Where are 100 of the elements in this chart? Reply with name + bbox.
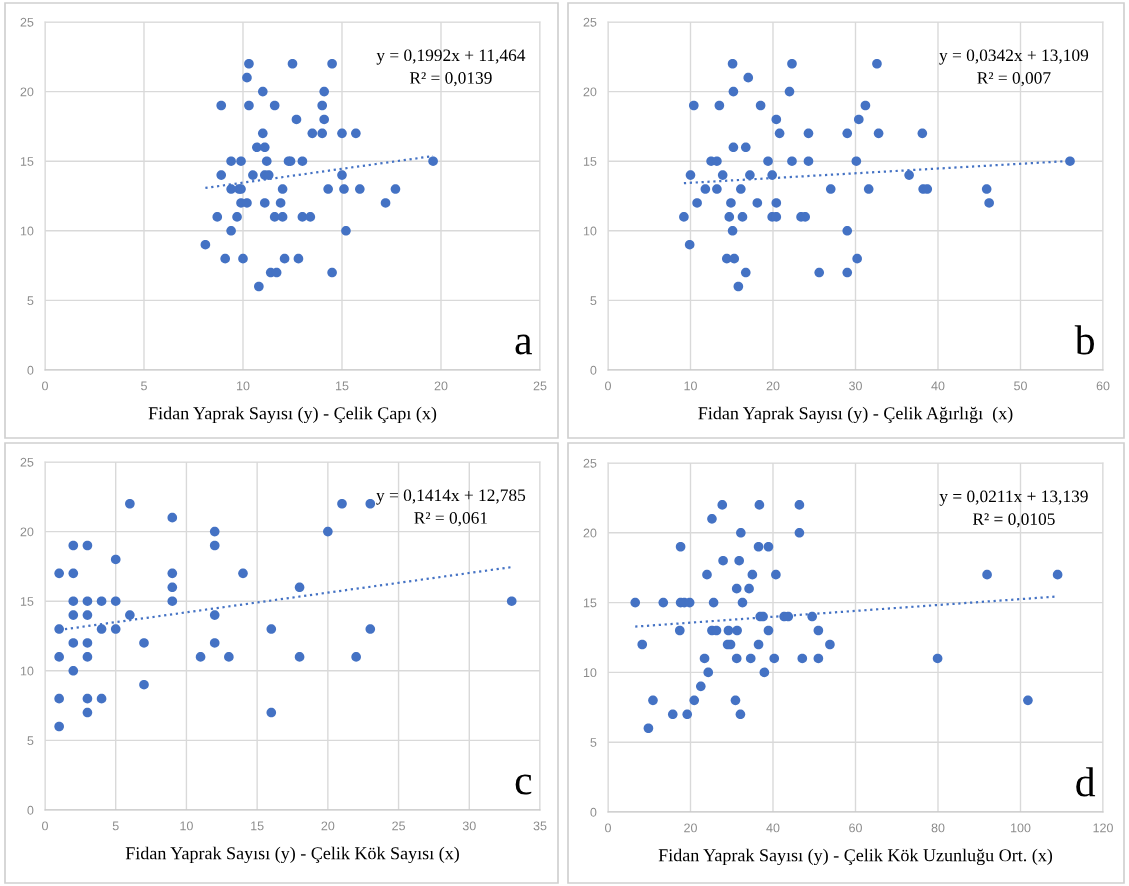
point [675,541,686,552]
y-tick-label: 25 [20,457,34,467]
x-tick-label: 0 [42,821,48,831]
point [125,610,135,620]
point [718,555,728,566]
point [294,582,305,593]
point [637,639,648,650]
x-tick-label: 20 [684,823,697,833]
y-tick-label: 25 [583,17,597,27]
point [708,597,719,608]
x-axis-title: Fidan Yaprak Sayısı (y) - Çelik Çapı (x) [148,406,437,424]
x-tick-label: 20 [321,821,335,831]
point [744,583,754,594]
point [110,624,121,634]
point [745,653,756,664]
annotation: y = 0,1992x + 11,464 [376,49,526,65]
point [753,541,764,552]
point [807,611,817,622]
x-tick-label: 25 [392,821,405,831]
point [735,709,746,720]
x-tick-label: 0 [42,381,48,391]
point [658,597,669,608]
x-tick-label: 30 [462,821,476,831]
y-tick-label: 15 [583,598,597,608]
point [54,652,64,662]
point [737,597,748,608]
annotation: a [515,334,532,355]
point [167,582,178,593]
point [365,498,376,509]
point [337,498,347,509]
point [82,693,93,704]
point [763,625,774,636]
x-tick-label: 10 [180,821,193,831]
x-tick-label: 0 [605,381,611,391]
x-tick-label: 10 [684,381,697,391]
y-tick-label: 20 [20,87,34,97]
point [1023,695,1033,706]
y-tick-label: 5 [27,736,34,746]
point [689,695,700,706]
point [209,540,220,551]
x-tick-label: 40 [931,381,945,391]
point [167,568,178,579]
y-tick-label: 10 [20,226,34,236]
point [365,624,376,634]
point [506,596,517,607]
point [707,514,717,524]
point [54,568,64,579]
x-tick-label: 120 [1093,823,1113,833]
y-tick-label: 0 [27,805,34,815]
y-tick-label: 15 [20,597,34,606]
point [730,695,741,706]
point [703,667,714,678]
annotation: y = 0,0211x + 13,139 [939,490,1088,506]
point [731,583,742,594]
annotation: y = 0,1414x + 12,785 [376,489,526,505]
y-tick-label: 10 [583,226,597,236]
x-tick-label: 60 [849,823,862,833]
x-tick-label: 60 [1096,381,1110,391]
point [54,624,64,634]
x-axis-title: Fidan Yaprak Sayısı (y) - Çelik Kök Uzunluğu Ort. (x) [658,848,1053,866]
point [699,653,710,664]
point [932,653,943,664]
point [110,596,121,607]
point [125,498,135,509]
point [1052,569,1063,580]
annotation: c [515,774,532,795]
x-tick-label: 5 [112,821,119,831]
x-tick-label: 15 [336,381,349,391]
point [238,568,248,579]
y-tick-label: 5 [590,738,597,747]
point [139,638,149,648]
x-tick-label: 10 [237,381,250,391]
x-tick-label: 5 [141,381,147,391]
point [209,638,220,648]
point [294,652,305,662]
x-tick-label: 80 [931,823,945,833]
point [68,568,79,579]
point [630,597,641,608]
point [167,596,178,607]
point [82,610,93,620]
point [68,540,79,551]
point [96,693,107,704]
point [82,707,93,718]
y-tick-label: 0 [27,365,34,375]
annotation: R² = 0,0139 [409,72,492,87]
x-tick-label: 30 [849,381,862,391]
y-tick-label: 15 [20,157,34,166]
point [674,625,685,636]
point [763,541,774,552]
point [266,707,277,718]
point [96,624,107,634]
point [82,638,93,648]
point [667,709,678,720]
y-tick-label: 10 [20,666,34,676]
point [717,500,728,510]
x-tick-label: 15 [251,821,264,831]
point [68,596,79,607]
y-tick-label: 15 [583,157,597,166]
x-tick-label: 25 [533,381,547,391]
point [266,624,277,634]
